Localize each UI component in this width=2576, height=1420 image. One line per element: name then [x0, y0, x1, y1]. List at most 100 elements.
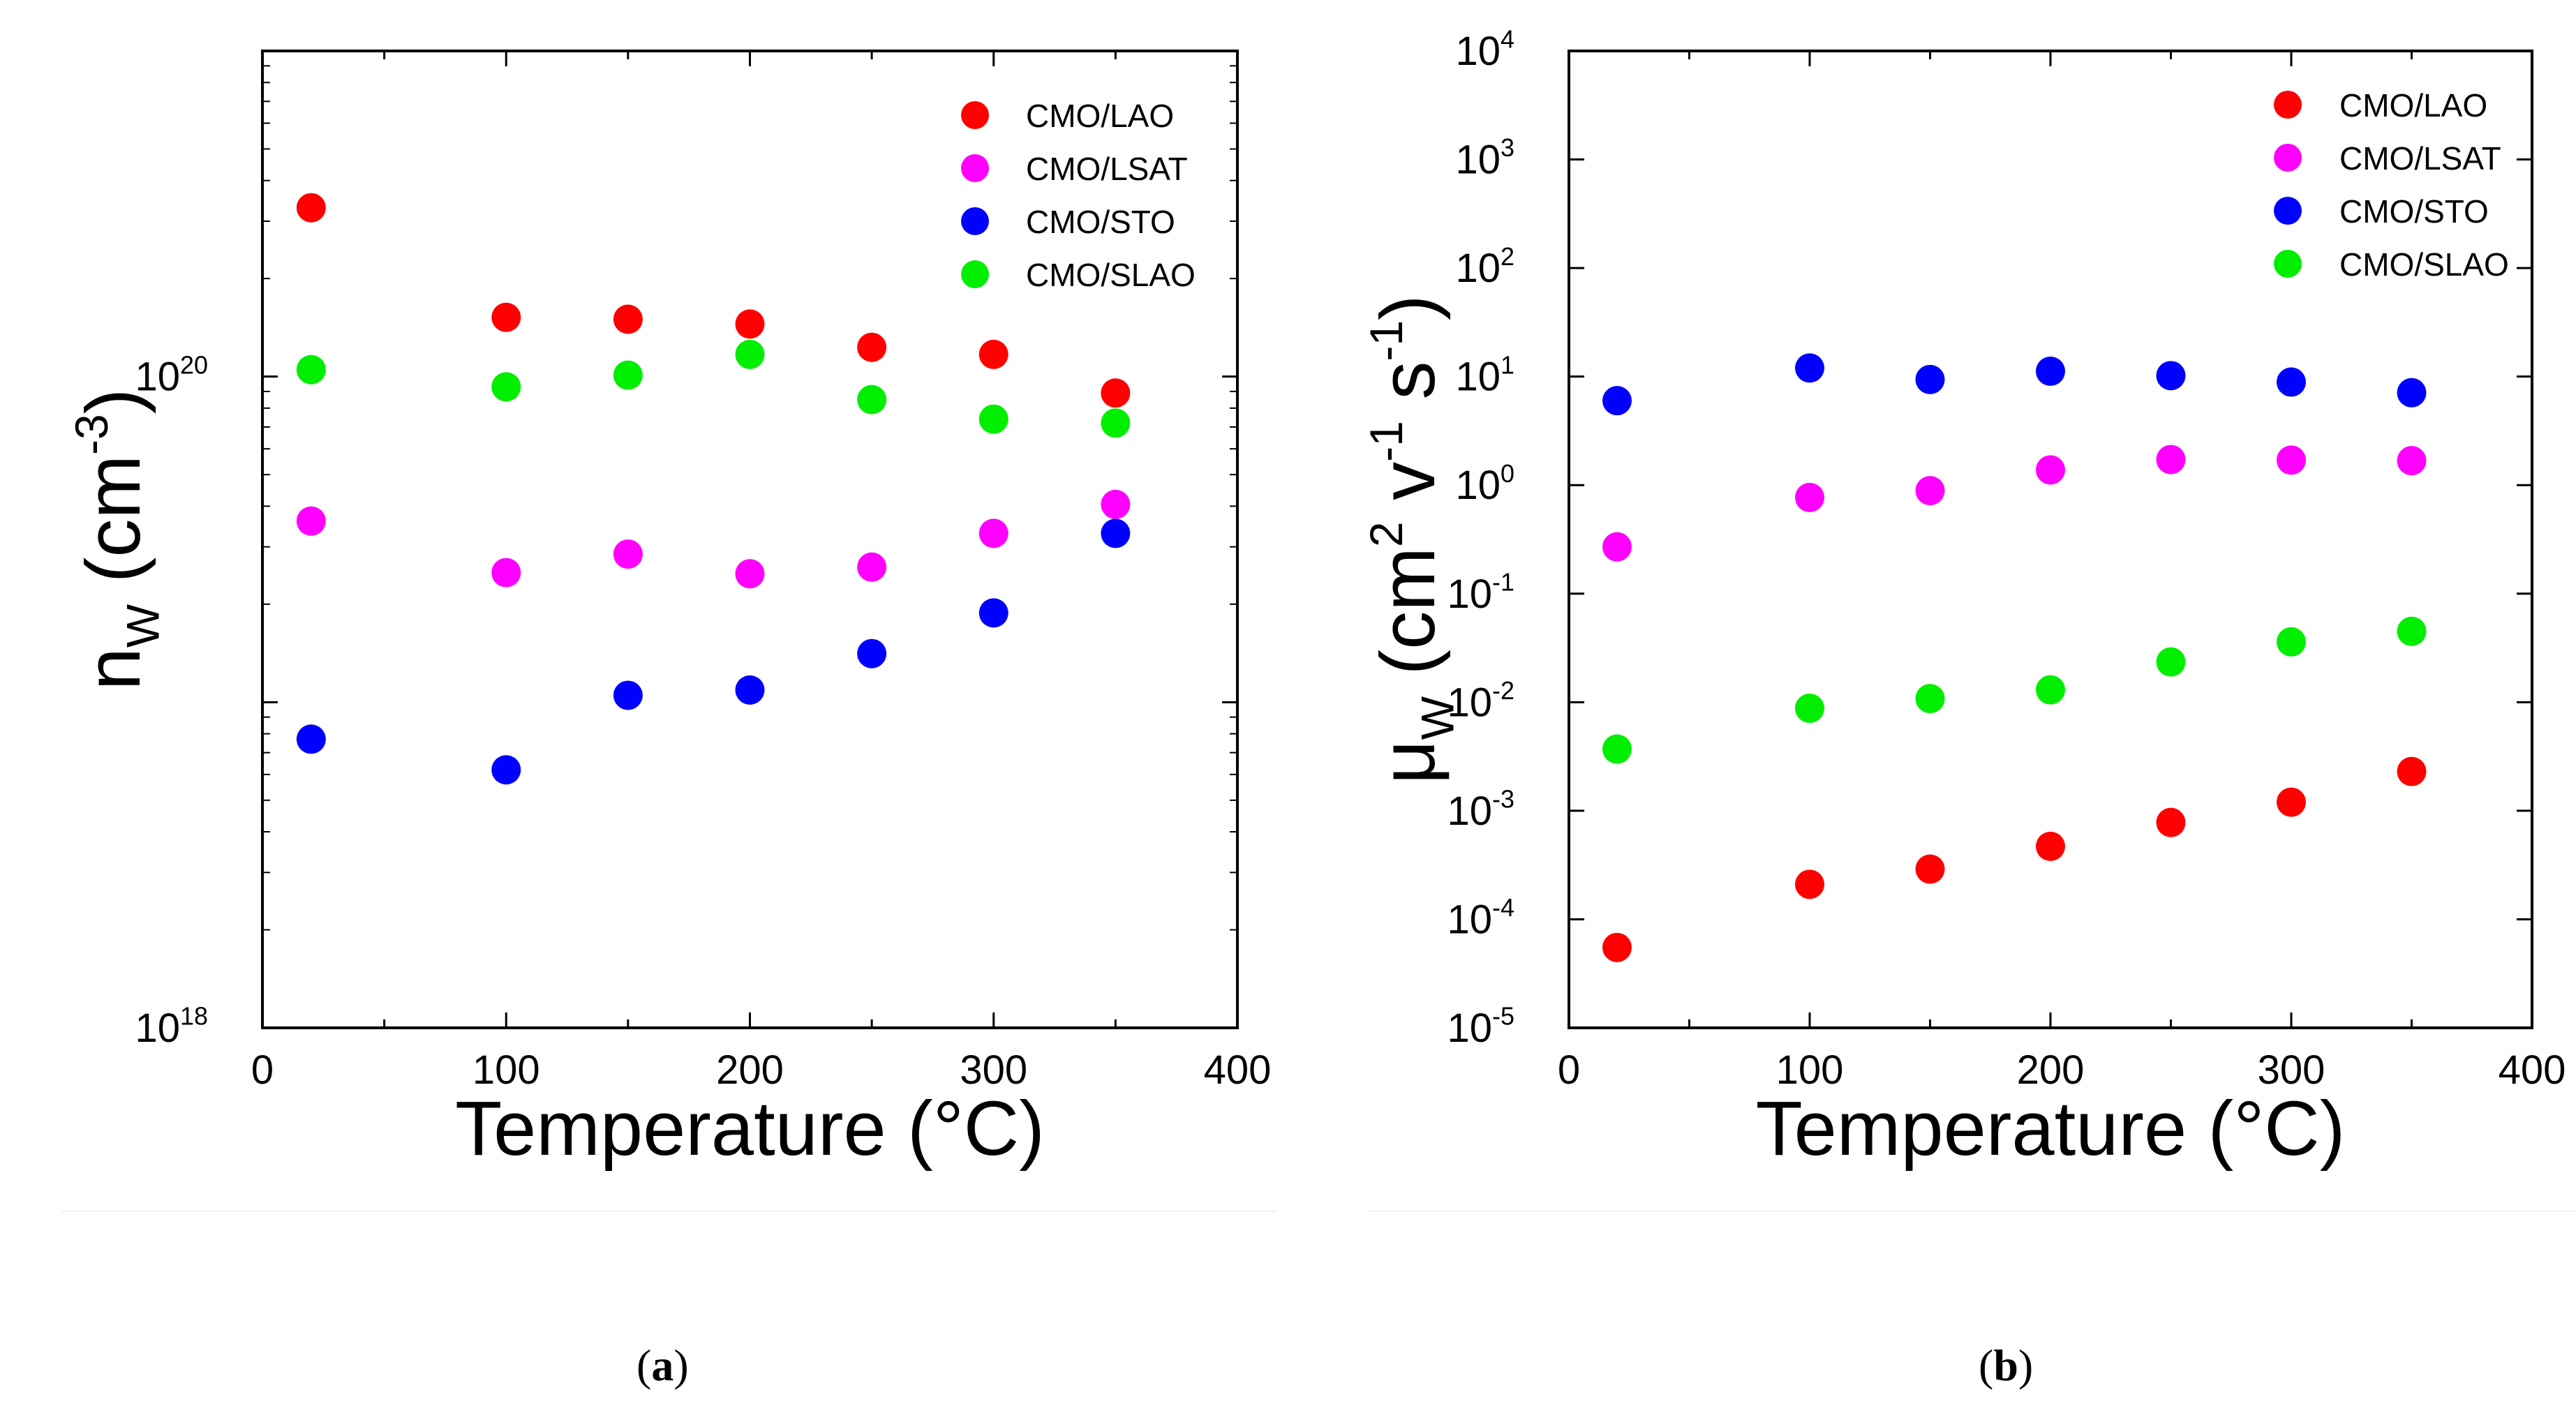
- legend-marker: [961, 260, 989, 288]
- data-point: [857, 638, 887, 668]
- data-point: [2036, 357, 2065, 387]
- data-point: [2397, 378, 2427, 408]
- y-tick-label: 1018: [135, 1002, 208, 1051]
- data-point: [2397, 446, 2427, 476]
- y-axis-label: μW (cm2 v-1 s-1): [1360, 294, 1464, 784]
- data-point: [2277, 627, 2306, 657]
- data-point: [613, 539, 643, 569]
- data-point: [2277, 787, 2306, 817]
- data-point: [2036, 831, 2065, 861]
- data-point: [1795, 869, 1824, 899]
- panel-b-label: (b): [1979, 1340, 2034, 1390]
- x-axis-label: Temperature (°C): [455, 1086, 1045, 1172]
- y-tick-label: 100: [1455, 459, 1514, 508]
- legend-label: CMO/SLAO: [1026, 257, 1196, 293]
- data-point: [735, 309, 765, 339]
- data-point: [857, 332, 887, 362]
- legend-label: CMO/LSAT: [1026, 151, 1188, 187]
- data-point: [978, 404, 1008, 434]
- data-point: [978, 598, 1008, 628]
- y-axis-label: nW (cm-3): [66, 389, 169, 691]
- data-point: [1602, 386, 1632, 416]
- y-tick-label: 104: [1455, 25, 1514, 74]
- data-point: [491, 302, 521, 332]
- legend-marker: [961, 207, 989, 235]
- legend-label: CMO/STO: [2339, 193, 2489, 230]
- data-point: [613, 304, 643, 334]
- x-tick-label: 100: [1776, 1047, 1844, 1093]
- data-point: [735, 339, 765, 369]
- data-point: [1101, 378, 1131, 408]
- x-tick-label: 300: [2258, 1047, 2325, 1093]
- data-point: [296, 193, 326, 223]
- x-tick-label: 0: [1558, 1047, 1580, 1093]
- data-point: [613, 360, 643, 390]
- x-axis-label: Temperature (°C): [1756, 1086, 2346, 1172]
- data-point: [1915, 476, 1945, 506]
- data-point: [1795, 353, 1824, 383]
- data-point: [613, 680, 643, 710]
- legend-marker: [2274, 91, 2302, 119]
- data-point: [2156, 807, 2186, 837]
- data-point: [2156, 444, 2186, 474]
- data-point: [296, 724, 326, 754]
- data-point: [2156, 361, 2186, 391]
- y-tick-label: 101: [1455, 350, 1514, 399]
- y-tick-label: 10-1: [1447, 567, 1514, 616]
- legend-label: CMO/LAO: [1026, 98, 1174, 134]
- data-point: [2036, 455, 2065, 485]
- panel-a-label: (a): [636, 1340, 689, 1390]
- y-tick-label: 10-3: [1447, 785, 1514, 834]
- x-tick-label: 400: [2499, 1047, 2566, 1093]
- y-tick-label: 10-2: [1447, 676, 1514, 725]
- data-point: [2156, 647, 2186, 677]
- data-point: [1915, 854, 1945, 884]
- data-point: [1101, 408, 1131, 438]
- data-point: [491, 755, 521, 785]
- x-tick-label: 400: [1204, 1047, 1272, 1093]
- data-point: [2397, 756, 2427, 786]
- data-point: [296, 354, 326, 384]
- data-point: [2277, 367, 2306, 397]
- data-point: [491, 372, 521, 402]
- x-tick-label: 0: [251, 1047, 274, 1093]
- legend-marker: [2274, 250, 2302, 278]
- y-tick-label: 1020: [135, 350, 208, 399]
- legend-marker: [961, 154, 989, 182]
- y-tick-label: 103: [1455, 133, 1514, 182]
- data-point: [1795, 482, 1824, 512]
- y-tick-label: 10-4: [1447, 893, 1514, 942]
- x-tick-label: 200: [716, 1047, 784, 1093]
- chart-a: 0 100 200 300 400 1018 1020 Temperature (°C) nW …: [66, 50, 1272, 1172]
- legend-label: CMO/LAO: [2339, 87, 2487, 124]
- plot-frame: [261, 50, 1239, 1029]
- y-tick-label: 102: [1455, 242, 1514, 291]
- data-point: [2277, 445, 2306, 475]
- data-point: [1915, 684, 1945, 714]
- data-point: [1602, 734, 1632, 764]
- x-tick-label: 200: [2017, 1047, 2085, 1093]
- data-point: [857, 384, 887, 414]
- data-point: [1101, 518, 1131, 548]
- data-point: [1602, 932, 1632, 962]
- data-point: [1915, 364, 1945, 394]
- data-point: [1101, 489, 1131, 519]
- chart-b: 0 100 200 300 400 10-5 10-4 10-3 10-2 10-1 100 101 1…: [1360, 25, 2566, 1172]
- y-tick-label: 10-5: [1447, 1002, 1514, 1051]
- legend-label: CMO/SLAO: [2339, 246, 2509, 283]
- data-point: [978, 518, 1008, 548]
- data-point: [857, 552, 887, 582]
- legend-label: CMO/LSAT: [2339, 140, 2501, 177]
- x-tick-label: 300: [960, 1047, 1027, 1093]
- data-point: [735, 559, 765, 589]
- data-point: [1602, 532, 1632, 562]
- legend-label: CMO/STO: [1026, 204, 1175, 240]
- legend-marker: [961, 101, 989, 129]
- data-point: [2036, 675, 2065, 705]
- x-tick-label: 100: [472, 1047, 540, 1093]
- legend-marker: [2274, 144, 2302, 172]
- data-point: [735, 675, 765, 705]
- data-point: [2397, 616, 2427, 646]
- data-point: [1795, 693, 1824, 723]
